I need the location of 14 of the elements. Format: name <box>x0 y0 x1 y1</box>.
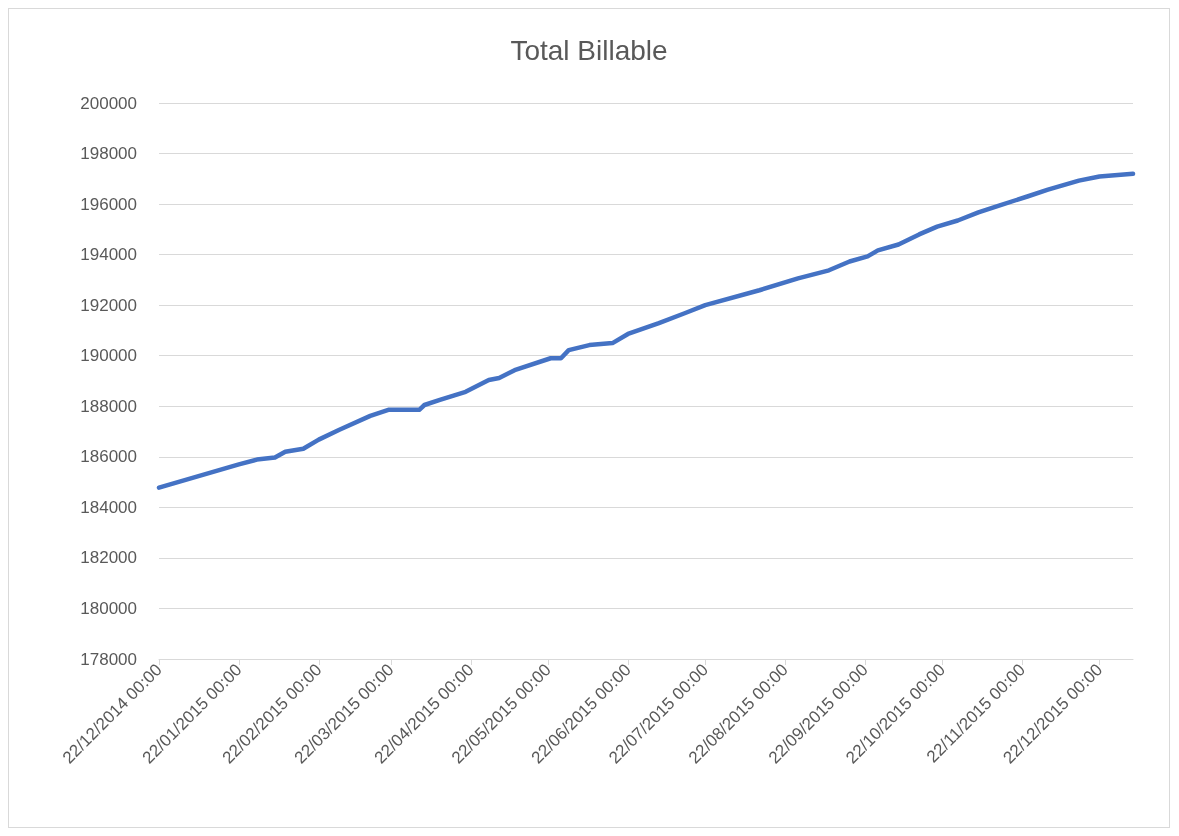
y-tick-label: 194000 <box>80 245 137 265</box>
y-tick-label: 200000 <box>80 93 137 113</box>
y-tick-label: 182000 <box>80 548 137 568</box>
y-tick-label: 178000 <box>80 649 137 669</box>
line-series <box>156 171 1136 490</box>
y-tick-label: 184000 <box>80 497 137 517</box>
y-tick-label: 186000 <box>80 447 137 467</box>
chart-title: Total Billable <box>510 34 668 66</box>
y-tick-label: 196000 <box>80 194 137 214</box>
y-tick-label: 180000 <box>80 598 137 618</box>
y-tick-label: 188000 <box>80 396 137 416</box>
y-tick-label: 190000 <box>80 346 137 366</box>
y-tick-label: 198000 <box>80 144 137 164</box>
y-tick-label: 192000 <box>80 295 137 315</box>
